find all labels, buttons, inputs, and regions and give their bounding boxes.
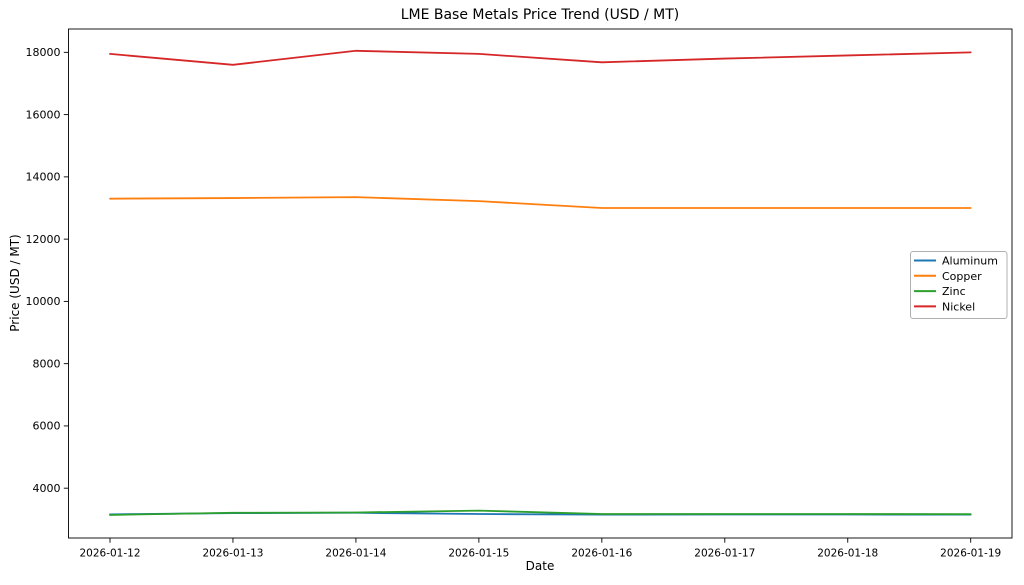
legend-label-copper: Copper [942,270,982,283]
x-axis-label: Date [525,559,555,573]
x-tick-label: 2026-01-16 [571,548,632,560]
legend-label-zinc: Zinc [942,285,966,298]
legend-label-nickel: Nickel [942,300,975,313]
y-tick-label: 16000 [26,108,61,121]
y-tick-label: 14000 [26,171,61,184]
series-line-zinc [109,509,972,516]
legend-box [910,251,1008,319]
y-tick-label: 8000 [33,357,61,370]
x-tick-label: 2026-01-17 [694,548,755,560]
series-line-copper [109,196,972,209]
series-line-nickel [109,49,972,66]
chart-title: LME Base Metals Price Trend (USD / MT) [400,7,680,23]
legend-label-aluminum: Aluminum [942,255,998,268]
x-tick-label: 2026-01-12 [79,548,140,560]
x-tick-label: 2026-01-19 [940,548,1001,560]
x-tick-label: 2026-01-15 [448,548,509,560]
x-tick-label: 2026-01-13 [202,548,263,560]
y-tick-label: 6000 [33,420,61,433]
y-tick-label: 10000 [26,295,61,308]
x-tick-label: 2026-01-18 [817,548,878,560]
x-tick-label: 2026-01-14 [325,548,386,560]
y-tick-label: 18000 [26,46,61,59]
y-tick-label: 4000 [33,482,61,495]
y-tick-label: 12000 [26,233,61,246]
axes-frame [68,28,1013,539]
